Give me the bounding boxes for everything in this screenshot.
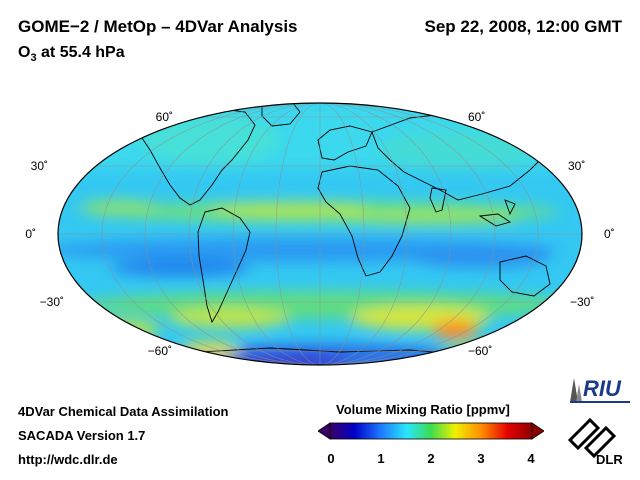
ozone-map: 60˚ 30˚ 0˚ −30˚ −60˚ 60˚ 30˚ 0˚ −30˚ −60… (25, 102, 615, 366)
lat-label-left: −30˚ (40, 295, 64, 309)
colorbar-tick: 4 (527, 451, 535, 466)
colorbar-tick: 3 (477, 451, 485, 466)
map-title: GOME−2 / MetOp – 4DVar Analysis (18, 17, 298, 36)
ozone-field (58, 103, 582, 365)
subtitle-level: at 55.4 hPa (36, 44, 125, 61)
colorbar-tick: 2 (427, 451, 435, 466)
map-subtitle: O3 at 55.4 hPa (18, 44, 125, 64)
riu-logo-mark (570, 378, 578, 402)
subtitle-species-subscript: 3 (30, 52, 37, 65)
graticule (58, 103, 582, 365)
lat-label-left: −60˚ (148, 344, 172, 358)
lat-labels: 60˚ 30˚ 0˚ −30˚ −60˚ 60˚ 30˚ 0˚ −30˚ −60… (25, 110, 614, 358)
footer-url: http://wdc.dlr.de (18, 452, 118, 467)
colorbar-gradient (329, 422, 533, 440)
colorbar-tick: 1 (377, 451, 385, 466)
colorbar-title: Volume Mixing Ratio [ppmv] (336, 402, 510, 417)
colorbar-min-arrow (318, 422, 331, 440)
subtitle-species: O (18, 44, 31, 61)
map-border (57, 102, 583, 366)
map-datetime: Sep 22, 2008, 12:00 GMT (424, 17, 623, 36)
riu-logo-text: RIU (583, 376, 622, 401)
dlr-logo: DLR (567, 417, 622, 467)
colorbar-max-arrow (531, 422, 544, 440)
lat-label-right: 60˚ (468, 110, 485, 124)
footer-line-1: 4DVar Chemical Data Assimilation (18, 404, 229, 419)
dlr-logo-text: DLR (596, 452, 622, 467)
footer-line-2: SACADA Version 1.7 (18, 428, 146, 443)
lat-label-right: 30˚ (568, 159, 585, 173)
lat-label-right: −30˚ (570, 295, 594, 309)
lat-label-left: 60˚ (156, 110, 173, 124)
lat-label-right: 0˚ (604, 227, 615, 241)
colorbar (318, 422, 544, 440)
colorbar-tick: 0 (327, 451, 335, 466)
riu-logo-mark (576, 384, 582, 402)
riu-logo: RIU (570, 376, 630, 403)
lat-label-left: 30˚ (31, 159, 48, 173)
lat-label-right: −60˚ (468, 344, 492, 358)
lat-label-left: 0˚ (25, 227, 36, 241)
